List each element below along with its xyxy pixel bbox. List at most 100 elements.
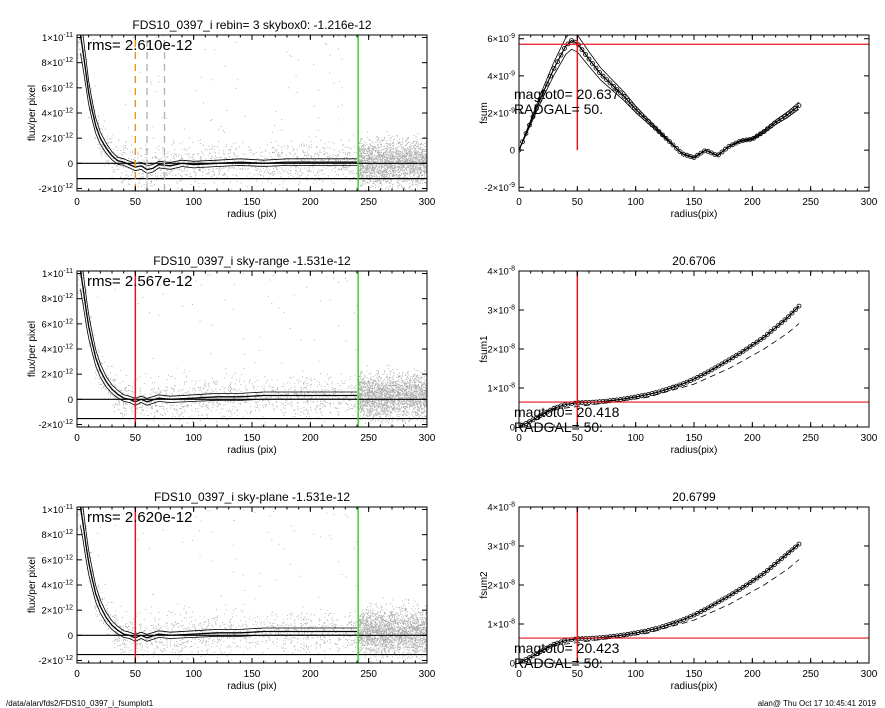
scatter-point — [233, 397, 234, 399]
sum-marker — [551, 66, 557, 71]
scatter-point — [410, 153, 412, 155]
scatter-point — [125, 147, 126, 148]
scatter-point — [370, 158, 372, 159]
scatter-point — [401, 193, 402, 194]
scatter-point — [148, 175, 149, 177]
scatter-point — [157, 158, 159, 159]
scatter-point — [379, 155, 380, 157]
scatter-point — [121, 155, 123, 157]
scatter-point — [276, 168, 278, 169]
scatter-point — [399, 142, 401, 144]
scatter-point — [184, 167, 186, 169]
scatter-point — [375, 159, 377, 161]
scatter-point — [416, 169, 418, 171]
scatter-point — [347, 404, 348, 405]
scatter-point — [399, 158, 401, 160]
scatter-point — [359, 166, 360, 167]
scatter-point — [288, 87, 289, 89]
scatter-point — [361, 173, 363, 175]
scatter-point — [180, 413, 182, 415]
scatter-point — [347, 152, 349, 154]
scatter-point — [392, 164, 394, 166]
scatter-point — [379, 179, 381, 181]
scatter-point — [123, 166, 125, 168]
scatter-point — [95, 128, 97, 130]
scatter-point — [412, 177, 414, 179]
scatter-point — [242, 169, 244, 170]
scatter-point — [317, 155, 319, 157]
scatter-point — [396, 170, 397, 172]
scatter-point — [179, 167, 180, 169]
scatter-point — [289, 54, 291, 56]
scatter-point — [294, 410, 296, 411]
scatter-point — [418, 152, 420, 154]
scatter-point — [378, 186, 379, 188]
scatter-point — [419, 148, 420, 150]
scatter-point — [318, 90, 320, 91]
scatter-point — [219, 166, 221, 168]
scatter-point — [418, 154, 420, 156]
scatter-point — [390, 161, 392, 162]
scatter-point — [231, 388, 233, 390]
scatter-point — [231, 158, 233, 160]
scatter-point — [338, 81, 340, 82]
scatter-point — [397, 163, 399, 165]
scatter-point — [365, 158, 367, 159]
scatter-point — [244, 116, 246, 117]
scatter-point — [140, 387, 142, 389]
scatter-point — [322, 180, 324, 181]
scatter-point — [398, 146, 400, 147]
scatter-point — [350, 400, 352, 401]
scatter-point — [290, 170, 292, 172]
scatter-point — [302, 370, 304, 372]
scatter-point — [382, 149, 384, 150]
scatter-point — [248, 149, 250, 151]
fit-label-line: magtot0= 20.637 — [514, 86, 620, 102]
scatter-point — [140, 413, 142, 415]
scatter-point — [177, 195, 178, 196]
scatter-point — [421, 151, 423, 153]
scatter-point — [303, 412, 304, 414]
scatter-point — [115, 160, 117, 162]
scatter-point — [214, 160, 216, 162]
scatter-point — [417, 167, 419, 169]
scatter-point — [354, 387, 356, 389]
scatter-point — [94, 115, 95, 117]
scatter-point — [396, 149, 398, 151]
scatter-point — [369, 139, 371, 141]
scatter-point — [250, 151, 252, 153]
scatter-point — [276, 169, 278, 171]
scatter-point — [391, 185, 393, 187]
scatter-point — [377, 144, 379, 146]
scatter-point — [235, 174, 237, 176]
scatter-point — [143, 383, 145, 384]
scatter-point — [363, 156, 365, 158]
scatter-point — [409, 168, 411, 169]
scatter-point — [198, 169, 200, 171]
scatter-point — [142, 173, 144, 175]
scatter-point — [425, 159, 427, 161]
scatter-point — [419, 171, 421, 173]
scatter-point — [188, 148, 189, 150]
sum-marker — [614, 87, 620, 92]
scatter-point — [271, 171, 273, 173]
scatter-point — [349, 180, 351, 182]
scatter-point — [189, 387, 190, 389]
scatter-point — [320, 151, 322, 153]
scatter-point — [411, 152, 413, 154]
scatter-point — [242, 393, 244, 395]
scatter-point — [425, 156, 427, 158]
scatter-point — [410, 160, 412, 162]
scatter-point — [155, 188, 157, 190]
scatter-point — [328, 160, 329, 162]
scatter-point — [78, 54, 80, 56]
scatter-point — [114, 288, 116, 290]
scatter-point — [381, 156, 383, 158]
scatter-point — [335, 166, 337, 168]
scatter-point — [392, 161, 393, 163]
scatter-point — [162, 35, 164, 37]
scatter-point — [410, 179, 412, 181]
scatter-point — [373, 160, 374, 162]
scatter-point — [197, 166, 199, 168]
scatter-point — [408, 146, 410, 148]
